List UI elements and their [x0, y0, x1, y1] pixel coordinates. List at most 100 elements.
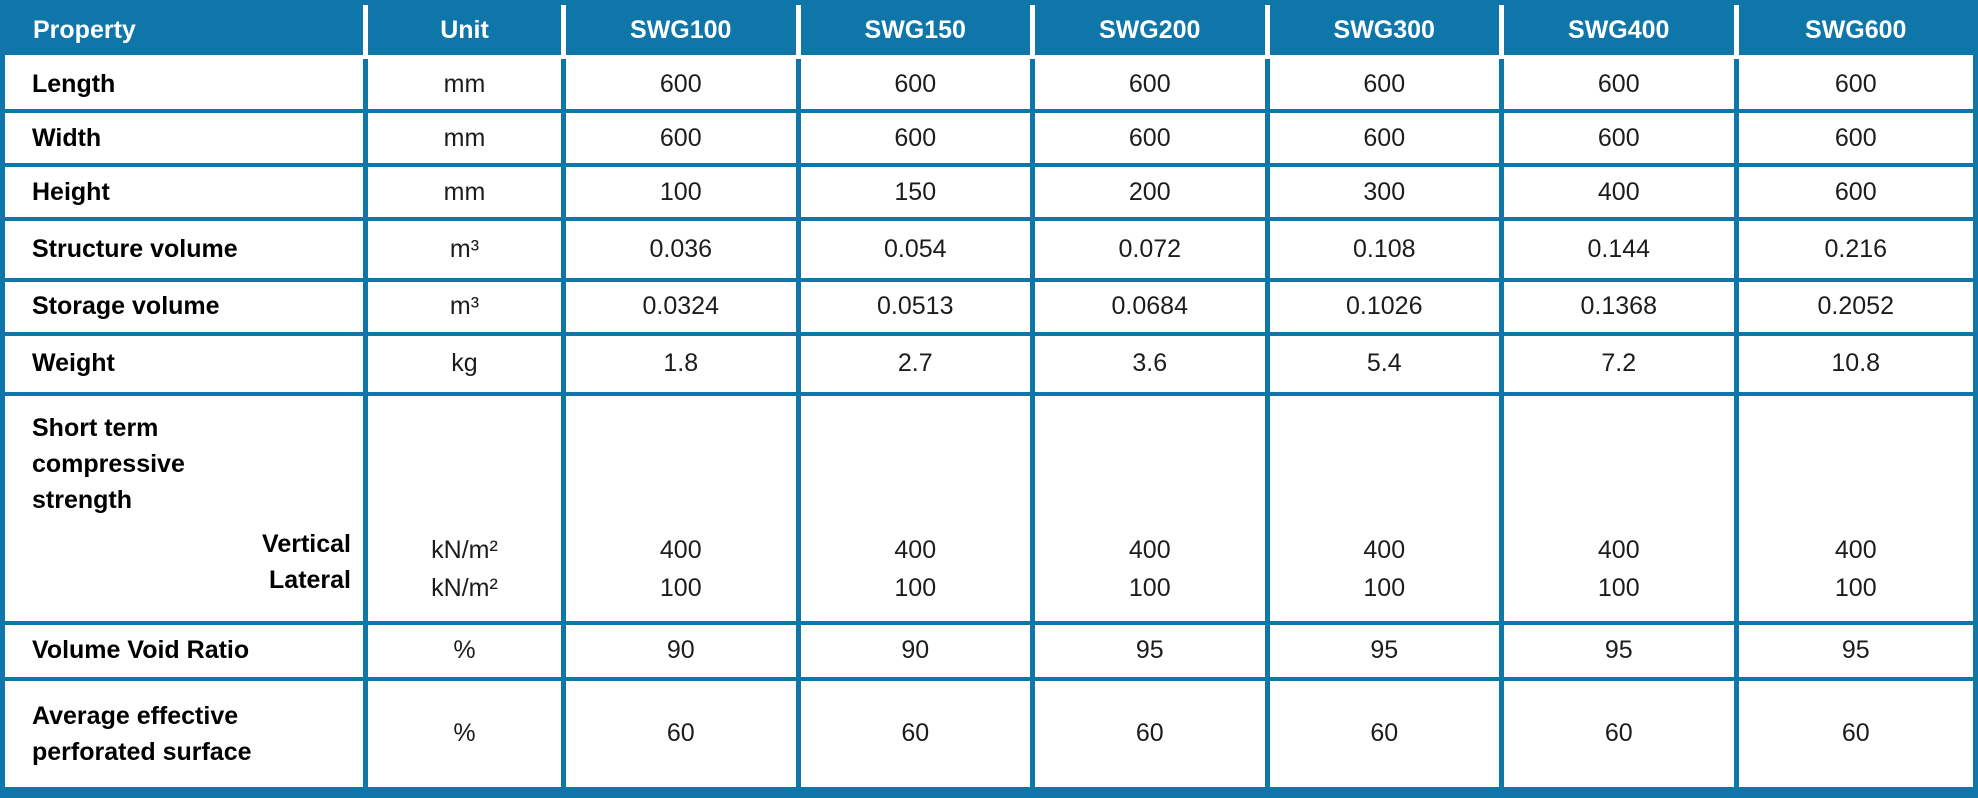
property-cell: Height — [5, 167, 368, 222]
value-cell: 400 100 — [1504, 395, 1739, 625]
unit-cell: mm — [368, 113, 566, 168]
value-cell: 400 100 — [1738, 396, 1973, 625]
value-cell: 400 — [1504, 167, 1739, 222]
sub-row-value: 400 — [894, 535, 937, 564]
value-cell: 90 — [566, 624, 801, 681]
property-cell: Short term compressive strength Vertical Lat… — [5, 395, 368, 625]
column-header-swg600: SWG600 — [1738, 5, 1973, 59]
value-cell: 0.072 — [1035, 221, 1270, 282]
value-cell: 100 — [566, 167, 801, 222]
table-row: Volume Void Ratio% 90 90 95 95 95 95 — [5, 624, 1973, 681]
sub-row-value: 100 — [1834, 573, 1877, 602]
property-title: Short term compressive strength — [32, 410, 363, 518]
header-row: Property Unit SWG100 SWG150 SWG200 SWG300 SWG4… — [5, 5, 1973, 59]
spec-table-body: Length mm 600 600 600 600 600 600 Width mm 600 600 6… — [5, 59, 1973, 787]
value-cell: 0.1026 — [1269, 281, 1504, 336]
column-header-swg100: SWG100 — [566, 5, 801, 59]
table-row: Structure volume m³ 0.036 0.054 0.072 0.108 0.… — [5, 221, 1973, 282]
value-cell: 600 — [1738, 167, 1973, 222]
sub-row-value: 100 — [659, 573, 702, 602]
value-cell: 600 — [800, 113, 1035, 168]
value-cell: 400 100 — [800, 395, 1035, 625]
value-cell: 600 — [1504, 59, 1739, 114]
sub-row-value: 400 — [659, 535, 702, 564]
value-cell: 60 — [1270, 680, 1504, 787]
property-label-line: perforated surface — [32, 737, 252, 766]
column-header-swg300: SWG300 — [1269, 5, 1504, 59]
table-row: Length mm 600 600 600 600 600 600 — [5, 59, 1973, 114]
value-cell: 5.4 — [1269, 335, 1504, 396]
value-cell: 60 — [1841, 719, 1870, 748]
table-row: Short term compressive strength Vertical Lat… — [5, 395, 1973, 625]
sub-row-labels: Vertical Lateral — [32, 526, 363, 598]
unit-cell: m³ — [368, 221, 566, 282]
unit-cell: mm — [368, 59, 566, 114]
value-cell: 600 — [1738, 59, 1973, 114]
column-header-property: Property — [5, 5, 368, 59]
value-cell: 60 — [801, 680, 1035, 787]
value-cell: 600 — [566, 59, 801, 114]
value-cell: 600 — [1269, 113, 1504, 168]
property-label-line: Average effective — [32, 701, 239, 730]
column-header-swg150: SWG150 — [800, 5, 1035, 59]
value-cell: 0.2052 — [1738, 282, 1973, 336]
sub-row-value: 400 — [1363, 535, 1406, 564]
property-cell: Length — [5, 59, 368, 114]
property-cell: Storage volume — [5, 281, 368, 336]
value-cell: 90 — [800, 624, 1035, 681]
unit-cell: kN/m² kN/m² — [368, 395, 566, 625]
property-label-line: strength — [32, 485, 132, 514]
value-cell: 600 — [1035, 59, 1270, 114]
property-cell: Average effective perforated surface — [5, 680, 368, 787]
sub-row-label: Vertical — [262, 529, 351, 558]
value-cell: 0.144 — [1504, 221, 1739, 282]
property-cell: Width — [5, 113, 368, 168]
property-cell: Structure volume — [5, 221, 368, 282]
column-header-swg200: SWG200 — [1035, 5, 1270, 59]
sub-row-label: Lateral — [269, 565, 351, 594]
table-row: Weight kg 1.8 2.7 3.6 5.4 7.2 10.8 — [5, 335, 1973, 396]
property-cell: Weight — [5, 335, 368, 396]
column-header-swg400: SWG400 — [1504, 5, 1739, 59]
sub-row-value: 400 — [1597, 535, 1640, 564]
unit-cell: m³ — [368, 281, 566, 336]
sub-row-value: 400 — [1128, 535, 1171, 564]
property-label-line: compressive — [32, 449, 185, 478]
value-cell: 2.7 — [800, 335, 1035, 396]
value-cell: 600 — [800, 59, 1035, 114]
value-cell: 1.8 — [566, 335, 801, 396]
sub-row-unit: kN/m² — [431, 535, 498, 564]
value-cell: 0.216 — [1738, 221, 1973, 282]
value-cell: 60 — [1035, 680, 1270, 787]
spec-table-head: Property Unit SWG100 SWG150 SWG200 SWG300 SWG4… — [5, 5, 1973, 59]
sub-row-value: 100 — [1597, 573, 1640, 602]
value-cell: 0.1368 — [1504, 281, 1739, 336]
value-cell: 0.054 — [800, 221, 1035, 282]
table-row: Width mm 600 600 600 600 600 600 — [5, 113, 1973, 168]
value-cell: 0.108 — [1269, 221, 1504, 282]
value-cell: 3.6 — [1035, 335, 1270, 396]
value-cell: 0.0513 — [800, 281, 1035, 336]
property-label-line: Short term — [32, 413, 159, 442]
table-row: Average effective perforated surface% 60 60… — [5, 680, 1973, 787]
value-cell: 600 — [566, 113, 801, 168]
value-cell: 600 — [1504, 113, 1739, 168]
value-cell: 60 — [566, 680, 801, 787]
unit-cell: mm — [368, 167, 566, 222]
sub-row-value: 400 — [1834, 535, 1877, 564]
value-cell: 60 — [1504, 680, 1739, 787]
value-cell: 95 — [1504, 624, 1739, 681]
value-cell: 600 — [1738, 113, 1973, 168]
sub-row-value: 100 — [1363, 573, 1406, 602]
property-cell: Volume Void Ratio — [5, 624, 368, 681]
grouped-property-inner: Short term compressive strength Vertical Lat… — [32, 410, 363, 598]
value-cell: 0.0324 — [566, 281, 801, 336]
sub-row-unit: kN/m² — [431, 573, 498, 602]
unit-cell: % — [368, 680, 566, 787]
value-cell: 0.0684 — [1035, 281, 1270, 336]
value-cell: 200 — [1035, 167, 1270, 222]
sub-row-value: 100 — [1128, 573, 1171, 602]
unit-cell: % — [368, 624, 566, 681]
